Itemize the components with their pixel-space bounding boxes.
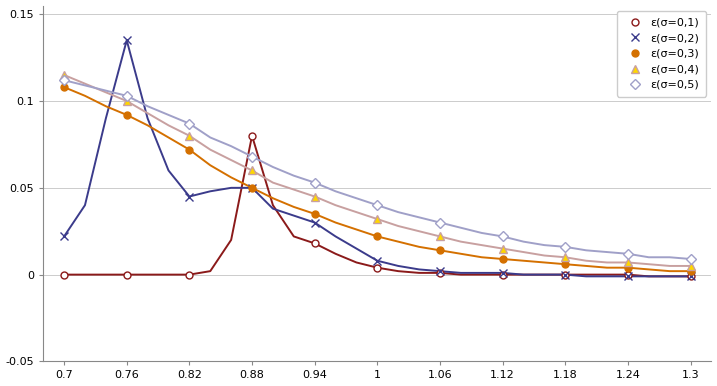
ε(σ=0,1): [310, 241, 319, 246]
ε(σ=0,4): [436, 234, 445, 239]
ε(σ=0,2): [686, 274, 695, 279]
ε(σ=0,2): [624, 274, 632, 279]
ε(σ=0,5): [624, 251, 632, 256]
ε(σ=0,5): [686, 257, 695, 261]
ε(σ=0,4): [686, 264, 695, 268]
ε(σ=0,3): [310, 212, 319, 216]
Line: ε(σ=0,1): ε(σ=0,1): [61, 132, 694, 280]
ε(σ=0,5): [185, 121, 194, 126]
ε(σ=0,5): [123, 93, 131, 98]
ε(σ=0,3): [373, 234, 381, 239]
ε(σ=0,5): [436, 220, 445, 225]
ε(σ=0,3): [248, 186, 257, 190]
ε(σ=0,3): [686, 269, 695, 273]
ε(σ=0,1): [60, 272, 68, 277]
ε(σ=0,2): [185, 194, 194, 199]
ε(σ=0,2): [436, 269, 445, 273]
ε(σ=0,4): [373, 217, 381, 222]
ε(σ=0,4): [561, 255, 569, 259]
ε(σ=0,2): [373, 258, 381, 263]
ε(σ=0,2): [60, 234, 68, 239]
ε(σ=0,1): [185, 272, 194, 277]
ε(σ=0,2): [561, 272, 569, 277]
ε(σ=0,5): [561, 244, 569, 249]
ε(σ=0,5): [310, 180, 319, 185]
ε(σ=0,2): [248, 186, 257, 190]
ε(σ=0,5): [498, 234, 507, 239]
ε(σ=0,5): [60, 78, 68, 83]
Line: ε(σ=0,4): ε(σ=0,4): [60, 71, 695, 270]
ε(σ=0,1): [498, 272, 507, 277]
ε(σ=0,3): [185, 147, 194, 152]
ε(σ=0,4): [185, 134, 194, 138]
ε(σ=0,4): [123, 99, 131, 103]
ε(σ=0,1): [436, 271, 445, 275]
ε(σ=0,3): [436, 248, 445, 252]
ε(σ=0,1): [123, 272, 131, 277]
ε(σ=0,5): [373, 203, 381, 208]
ε(σ=0,2): [310, 220, 319, 225]
ε(σ=0,4): [248, 168, 257, 173]
ε(σ=0,3): [498, 257, 507, 261]
ε(σ=0,2): [123, 38, 131, 42]
Legend: ε(σ=0,1), ε(σ=0,2), ε(σ=0,3), ε(σ=0,4), ε(σ=0,5): ε(σ=0,1), ε(σ=0,2), ε(σ=0,3), ε(σ=0,4), …: [617, 11, 706, 96]
ε(σ=0,1): [686, 274, 695, 279]
Line: ε(σ=0,2): ε(σ=0,2): [60, 36, 695, 281]
ε(σ=0,4): [310, 194, 319, 199]
ε(σ=0,2): [498, 271, 507, 275]
Line: ε(σ=0,5): ε(σ=0,5): [61, 77, 694, 262]
Line: ε(σ=0,3): ε(σ=0,3): [61, 84, 694, 274]
ε(σ=0,1): [373, 265, 381, 270]
ε(σ=0,1): [561, 272, 569, 277]
ε(σ=0,4): [498, 246, 507, 251]
ε(σ=0,3): [123, 113, 131, 117]
ε(σ=0,3): [561, 262, 569, 266]
ε(σ=0,4): [60, 73, 68, 77]
ε(σ=0,3): [624, 265, 632, 270]
ε(σ=0,1): [624, 272, 632, 277]
ε(σ=0,1): [248, 134, 257, 138]
ε(σ=0,5): [248, 154, 257, 159]
ε(σ=0,3): [60, 85, 68, 90]
ε(σ=0,4): [624, 260, 632, 265]
